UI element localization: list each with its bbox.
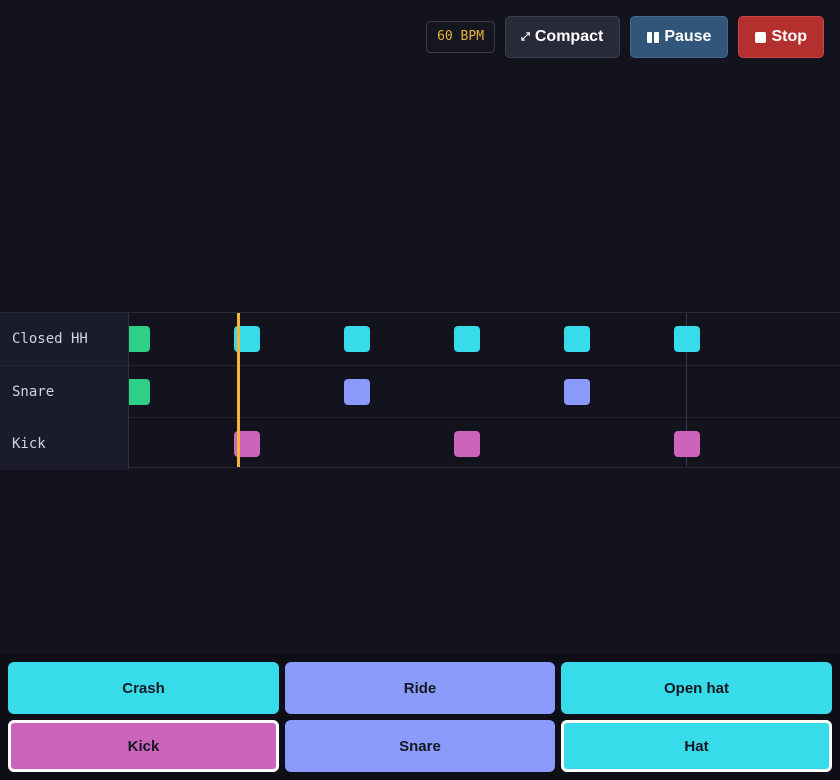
sequencer-grid: Closed HH Snare Kick — [0, 312, 840, 470]
lane-label: Snare — [0, 366, 129, 418]
compact-button-label: Compact — [534, 28, 604, 45]
pad-label: Crash — [122, 679, 165, 697]
pause-button-label: Pause — [664, 28, 712, 45]
pad-snare[interactable]: Snare — [285, 720, 555, 772]
pad-label: Ride — [403, 679, 437, 697]
pad-label: Hat — [684, 737, 709, 755]
note-cell[interactable] — [564, 379, 590, 405]
lane-label: Closed HH — [0, 313, 129, 365]
note-cell[interactable] — [674, 326, 700, 352]
stop-icon — [755, 31, 767, 43]
bar-line — [686, 313, 687, 467]
stop-button[interactable]: Stop — [738, 16, 824, 58]
note-cell[interactable] — [454, 326, 480, 352]
pause-icon — [647, 31, 660, 43]
pad-label: Snare — [399, 737, 441, 755]
pad-label: Open hat — [663, 679, 729, 697]
transport-toolbar: 60 BPM ⤢ Compact Pause Stop — [426, 16, 824, 58]
lane-label: Kick — [0, 418, 129, 470]
note-cell[interactable] — [344, 326, 370, 352]
drum-pads: Crash Ride Open hat Kick Snare Hat — [0, 654, 840, 780]
lane-kick: Kick — [0, 417, 840, 470]
lane-snare: Snare — [0, 365, 840, 418]
resize-icon: ⤢ — [521, 30, 530, 43]
bpm-display[interactable]: 60 BPM — [426, 21, 496, 53]
pad-open-hat[interactable]: Open hat — [561, 662, 832, 714]
lane-closed-hh: Closed HH — [0, 313, 840, 365]
pad-hat[interactable]: Hat — [561, 720, 832, 772]
note-cell[interactable] — [344, 379, 370, 405]
note-cell[interactable] — [564, 326, 590, 352]
compact-button[interactable]: ⤢ Compact — [505, 16, 621, 58]
note-cell[interactable] — [674, 431, 700, 457]
pad-kick[interactable]: Kick — [8, 720, 279, 772]
playhead[interactable] — [237, 313, 240, 467]
pad-crash[interactable]: Crash — [8, 662, 279, 714]
pause-button[interactable]: Pause — [630, 16, 729, 58]
pad-ride[interactable]: Ride — [285, 662, 555, 714]
pad-label: Kick — [127, 737, 160, 755]
note-cell[interactable] — [454, 431, 480, 457]
stop-button-label: Stop — [771, 28, 807, 45]
